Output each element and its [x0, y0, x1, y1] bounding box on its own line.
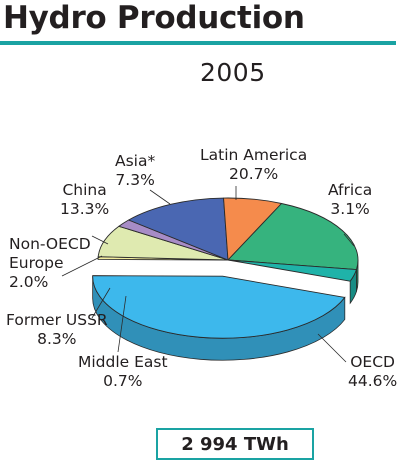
label-china: China 13.3%: [60, 181, 110, 218]
total-production-box: 2 994 TWh: [156, 428, 314, 460]
leader-line: [91, 235, 109, 245]
pie-slice-china: [128, 197, 229, 261]
page-title: Hydro Production: [3, 0, 305, 36]
leader-line: [343, 233, 355, 247]
pie-slice-latin-america: [227, 203, 359, 270]
pie-slice-oecd: [92, 275, 346, 339]
label-former-ussr: Former USSR 8.3%: [6, 311, 108, 348]
label-middle-east: Middle East 0.7%: [78, 353, 168, 390]
pie-slice-africa: [227, 259, 357, 282]
label-africa: Africa 3.1%: [328, 181, 373, 218]
label-oecd: OECD 44.6%: [348, 353, 398, 390]
label-asia: Asia* 7.3%: [115, 152, 156, 189]
leader-line: [91, 287, 111, 319]
leader-line: [61, 255, 103, 277]
title-divider: [0, 41, 396, 45]
leader-line: [149, 189, 171, 205]
label-non-oecd-europe: Non-OECD Europe 2.0%: [9, 235, 91, 291]
chart-subtitle: 2005: [200, 58, 266, 87]
leader-line: [317, 333, 347, 363]
label-latin-america: Latin America 20.7%: [200, 146, 308, 183]
leader-line: [117, 295, 127, 353]
